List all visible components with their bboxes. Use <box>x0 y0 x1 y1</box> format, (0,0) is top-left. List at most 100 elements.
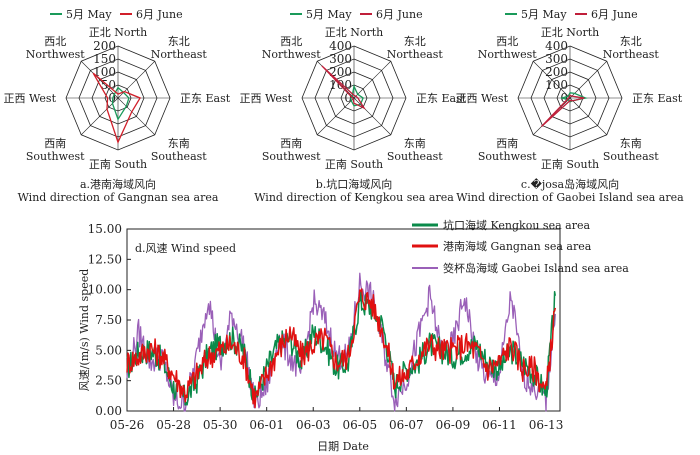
x-tick-label: 06-07 <box>389 418 424 432</box>
y-tick-label: 12.50 <box>88 252 122 266</box>
radar-direction-label: 正南 South <box>541 158 599 171</box>
radar-tick-label: 400 <box>545 39 568 53</box>
radar-tick-label: 200 <box>329 65 352 79</box>
y-tick-label: 5.00 <box>95 343 122 357</box>
line-chart-panel: 0.00 2.50 5.00 7.50 10.00 12.50 15.00 05-26 05-2… <box>78 218 629 453</box>
radar-direction-label: 正西 West <box>456 92 509 105</box>
radar-direction-label: 正北 North <box>325 26 384 39</box>
radar-spoke <box>353 61 391 99</box>
radar-direction-label: 正北 North <box>541 26 600 39</box>
y-tick-label: 7.50 <box>95 313 122 327</box>
radar-direction-label: Northeast <box>387 48 444 61</box>
radar-direction-label: Northeast <box>603 48 660 61</box>
legend-label-kengkou: 坑口海域 Kengkou sea area <box>443 218 590 232</box>
radar-direction-label: 西南 <box>44 137 66 150</box>
legend-label-june: 6月 June <box>376 8 423 21</box>
radar-direction-label: 东北 <box>404 35 426 48</box>
radar-tick-label: 300 <box>329 52 352 66</box>
radar-series-june <box>541 94 585 127</box>
line-legend: 坑口海域 Kengkou sea area 港南海域 Gangnan sea a… <box>412 218 629 275</box>
x-tick-label: 05-28 <box>156 418 191 432</box>
radar-direction-label: 西南 <box>496 137 518 150</box>
radar-caption-en: Wind direction of Kengkou sea area <box>254 191 454 204</box>
radar-tick-label: 200 <box>545 65 568 79</box>
radar-direction-label: 西北 <box>44 35 66 48</box>
radar-direction-label: 正东 East <box>416 92 467 105</box>
radar-caption-en: Wind direction of Gangnan sea area <box>18 191 219 204</box>
radar-direction-label: Southeast <box>151 150 207 163</box>
x-tick-label: 06-09 <box>436 418 471 432</box>
radar-direction-label: Northwest <box>262 48 322 61</box>
radar-spoke <box>569 61 607 99</box>
radar-tick-label: 100 <box>93 65 116 79</box>
radar-tick-label: 150 <box>93 52 116 66</box>
radar-direction-label: 东南 <box>404 137 426 150</box>
y-axis-label: 风速/(m/s) Wind speed <box>78 269 91 392</box>
radar-direction-label: Southwest <box>478 150 537 163</box>
radar-direction-label: 正北 North <box>89 26 148 39</box>
line-chart-ticks: 0.00 2.50 5.00 7.50 10.00 12.50 15.00 05-26 05-2… <box>88 222 564 432</box>
radar-direction-label: 东北 <box>620 35 642 48</box>
radar-tick-label: 200 <box>93 39 116 53</box>
radar-tick-label: 400 <box>329 39 352 53</box>
radar-spoke <box>569 97 607 135</box>
line-panel-label: d.风速 Wind speed <box>135 242 236 255</box>
radar-spoke <box>317 97 355 135</box>
radar-caption-cn: c.�josa岛海域风向 <box>521 177 619 191</box>
series-kengkou <box>126 290 557 406</box>
legend-label-june: 6月 June <box>591 8 638 21</box>
x-tick-label: 06-11 <box>482 418 517 432</box>
x-tick-label: 05-30 <box>203 418 238 432</box>
radar-direction-label: Southeast <box>387 150 443 163</box>
radar-direction-label: 东北 <box>168 35 190 48</box>
radar-spoke <box>117 97 155 135</box>
radar-series-june <box>92 72 142 144</box>
line-chart-series <box>126 272 557 412</box>
radar-direction-label: 西北 <box>280 35 302 48</box>
legend-label-may: 5月 May <box>66 8 112 21</box>
legend-label-may: 5月 May <box>306 8 352 21</box>
radar-tick-label: 300 <box>545 52 568 66</box>
radar-legend: 5月 May 6月 June <box>50 8 183 21</box>
radar-direction-label: 正东 East <box>632 92 683 105</box>
x-tick-label: 06-13 <box>529 418 564 432</box>
x-tick-label: 06-01 <box>249 418 284 432</box>
radar-direction-label: Southeast <box>603 150 659 163</box>
series-gangnan <box>126 288 557 409</box>
x-tick-label: 06-05 <box>342 418 377 432</box>
radar-direction-label: Northeast <box>151 48 208 61</box>
legend-label-june: 6月 June <box>136 8 183 21</box>
radar-caption-en: Wind direction of Gaobei Island sea area <box>456 191 684 204</box>
radar-direction-label: 正西 West <box>4 92 57 105</box>
radar-series-may <box>111 86 130 121</box>
radar-direction-label: Southwest <box>262 150 321 163</box>
radar-spoke <box>533 61 571 99</box>
radar-caption-cn: a.港南海域风向 <box>80 177 156 191</box>
radar-direction-label: 正东 East <box>180 92 231 105</box>
radar-direction-label: Northwest <box>478 48 538 61</box>
legend-label-gaobei: 筊杯岛海域 Gaobei Island sea area <box>443 261 629 275</box>
radar-direction-label: Northwest <box>26 48 86 61</box>
radar-direction-label: 正南 South <box>325 158 383 171</box>
radar-series-june <box>321 65 366 110</box>
radar-caption-cn: b.坑口海域风向 <box>316 177 393 191</box>
radar-tick-label: 100 <box>545 78 568 92</box>
radar-spoke <box>81 61 119 99</box>
radar-direction-label: 西北 <box>496 35 518 48</box>
legend-label-gangnan: 港南海域 Gangnan sea area <box>443 239 592 253</box>
radar-direction-label: 正西 West <box>240 92 293 105</box>
radar-legend: 5月 May 6月 June <box>290 8 423 21</box>
radar-direction-label: 东南 <box>168 137 190 150</box>
x-axis-label: 日期 Date <box>317 440 369 453</box>
legend-label-may: 5月 May <box>521 8 567 21</box>
radar-direction-label: 西南 <box>280 137 302 150</box>
x-tick-label: 05-26 <box>110 418 145 432</box>
y-tick-label: 2.50 <box>95 374 122 388</box>
x-tick-label: 06-03 <box>296 418 331 432</box>
radar-spoke <box>81 97 119 135</box>
y-tick-label: 0.00 <box>95 404 122 418</box>
